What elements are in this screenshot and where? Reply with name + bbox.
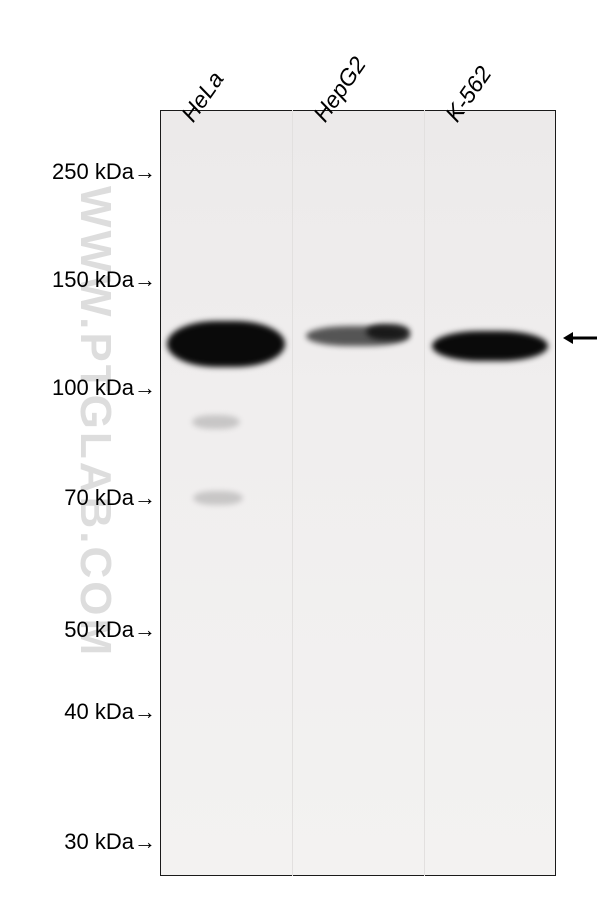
right-arrow-icon: → [134,375,156,401]
protein-band [366,324,410,340]
mw-marker-label: 150 kDa→ [52,267,156,293]
mw-marker-label: 40 kDa→ [64,699,156,725]
right-arrow-icon: → [134,159,156,185]
target-band-arrow-icon [563,330,599,351]
mw-marker-text: 100 kDa [52,375,134,400]
protein-band [192,415,240,429]
lane-divider [292,110,293,876]
mw-marker-label: 70 kDa→ [64,485,156,511]
mw-marker-label: 100 kDa→ [52,375,156,401]
right-arrow-icon: → [134,829,156,855]
mw-marker-text: 250 kDa [52,159,134,184]
protein-band [432,331,548,361]
mw-marker-text: 30 kDa [64,829,134,854]
protein-band [167,321,285,367]
mw-marker-text: 70 kDa [64,485,134,510]
lane-divider [424,110,425,876]
mw-marker-label: 250 kDa→ [52,159,156,185]
mw-marker-text: 50 kDa [64,617,134,642]
mw-marker-text: 150 kDa [52,267,134,292]
right-arrow-icon: → [134,485,156,511]
right-arrow-icon: → [134,267,156,293]
watermark-text: WWW.PTGLAB.COM [70,186,120,658]
right-arrow-icon: → [134,617,156,643]
mw-marker-label: 30 kDa→ [64,829,156,855]
protein-band [193,491,243,505]
right-arrow-icon: → [134,699,156,725]
mw-marker-text: 40 kDa [64,699,134,724]
mw-marker-label: 50 kDa→ [64,617,156,643]
